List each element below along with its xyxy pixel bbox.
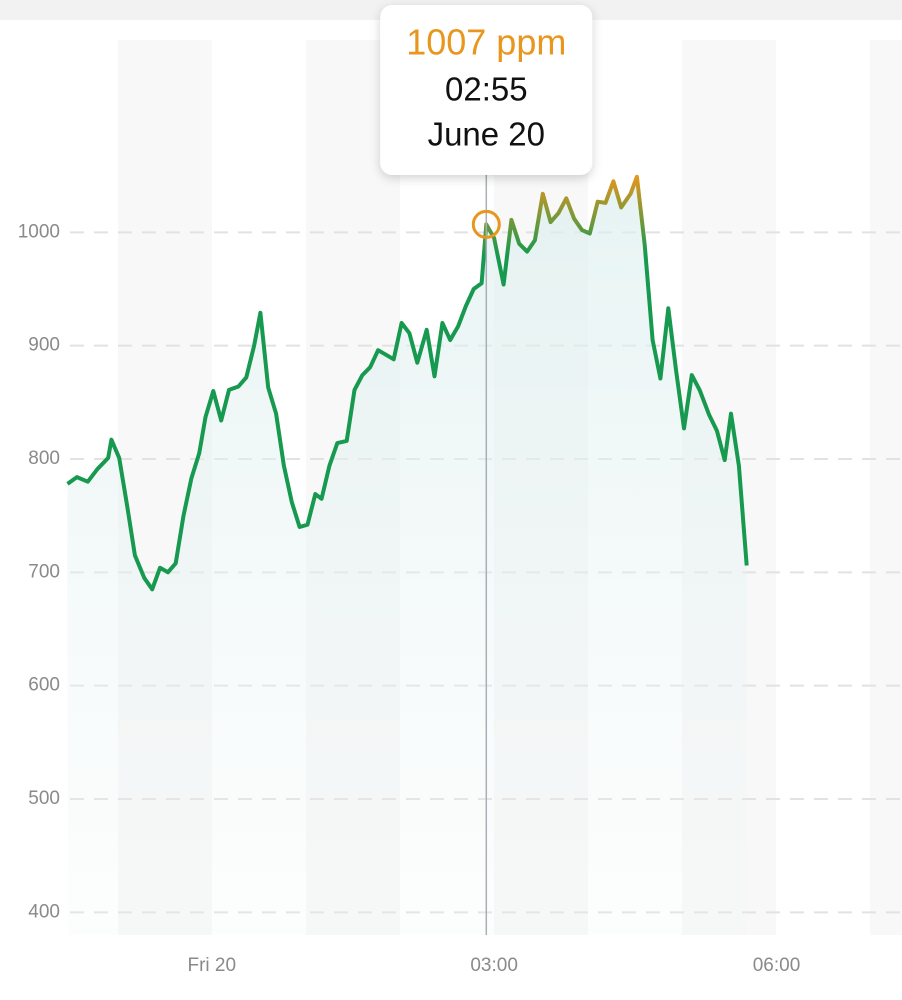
tooltip-value: 1007 ppm [406,22,566,63]
y-tick-label: 700 [28,561,60,582]
y-tick-label: 400 [28,901,60,922]
y-tick-label: 900 [28,335,60,356]
tooltip-time: 02:55 [445,71,528,108]
y-tick-label: 600 [28,675,60,696]
y-tick-label: 500 [28,788,60,809]
tooltip-date: June 20 [428,116,545,153]
area [67,176,747,936]
tooltip-box [380,5,593,175]
line [66,174,749,592]
y-tick-label: 1000 [18,221,60,242]
hover-point [471,209,501,239]
x-tick-label: 03:00 [470,955,518,976]
y-tick-label: 800 [28,448,60,469]
x-tick-label: 06:00 [753,955,801,976]
x-tick-label: Fri 20 [187,955,236,976]
